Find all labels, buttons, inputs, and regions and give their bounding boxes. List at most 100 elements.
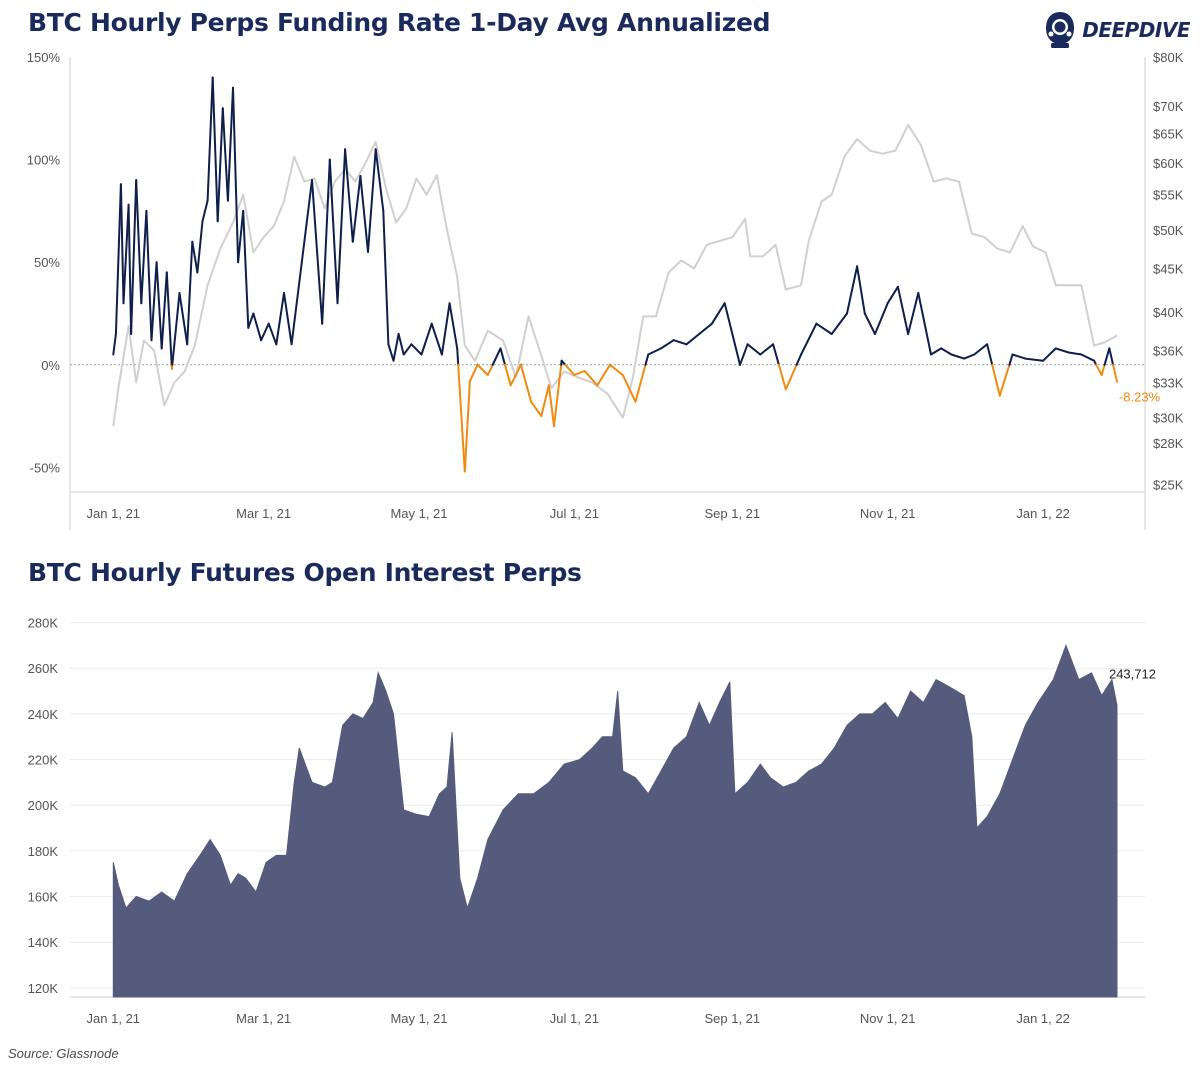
funding-rate-segment	[486, 363, 494, 376]
y-right-tick-label: $50K	[1153, 223, 1184, 238]
funding-rate-segment	[874, 302, 889, 335]
funding-rate-segment	[448, 302, 459, 350]
funding-rate-segment	[206, 76, 214, 202]
funding-rate-segment	[1024, 357, 1045, 362]
funding-rate-segment	[1011, 353, 1027, 360]
open-interest-area	[112, 643, 1118, 998]
funding-rate-segment	[685, 333, 701, 346]
funding-rate-segment	[830, 312, 848, 335]
x-tick-label: Jul 1, 21	[550, 506, 599, 521]
funding-rate-segment	[463, 380, 471, 473]
y-right-tick-label: $33K	[1153, 376, 1184, 391]
funding-rate-segment	[815, 322, 833, 335]
y-right-tick-label: $30K	[1153, 411, 1184, 426]
funding-rate-segment	[863, 312, 876, 335]
open-interest-chart: 120K 140K 160K 180K 200K 220K 240K 260K 280K Jan …	[28, 616, 1156, 1026]
funding-rate-segment	[784, 363, 798, 391]
diver-helmet-icon	[1046, 12, 1075, 48]
funding-rate-segment	[795, 353, 803, 366]
chart-title-open-interest: BTC Hourly Futures Open Interest Perps	[28, 558, 582, 587]
source-note: Source: Glassnode	[8, 1046, 119, 1061]
funding-rate-segment	[509, 363, 522, 387]
funding-rate-segment	[772, 343, 780, 366]
funding-rate-segment	[1108, 347, 1115, 366]
y-right-tick-label: $45K	[1153, 262, 1184, 277]
funding-rate-segment	[547, 384, 555, 428]
funding-rate-segment	[283, 292, 293, 346]
y-right-tick-label: $36K	[1153, 344, 1184, 359]
y-right-tick-label: $28K	[1153, 436, 1184, 451]
funding-rate-segment	[973, 343, 989, 356]
funding-rate-segment	[491, 347, 502, 366]
funding-rate-segment	[1095, 363, 1103, 376]
funding-rate-segment	[402, 343, 413, 356]
funding-rate-segment	[1042, 347, 1057, 362]
x-tick-label: Mar 1, 21	[236, 506, 291, 521]
funding-rate-segment	[221, 107, 229, 202]
funding-rate-segment	[226, 86, 234, 202]
oi-y-tick-label: 180K	[28, 844, 59, 859]
funding-rate-segment	[457, 363, 466, 473]
funding-rate-segment	[759, 343, 775, 356]
y-right-tick-label: $25K	[1153, 478, 1184, 493]
funding-rate-segment	[698, 322, 713, 335]
funding-rate-segment	[986, 343, 994, 366]
funding-rate-segment	[739, 343, 749, 366]
y-right-tick-label: $40K	[1153, 305, 1184, 320]
funding-rate-segment	[114, 183, 122, 335]
funding-rate-segment	[328, 158, 339, 305]
chart-title-funding: BTC Hourly Perps Funding Rate 1-Day Avg …	[28, 8, 771, 37]
funding-rate-segment	[242, 209, 250, 329]
funding-rate-segment	[1054, 347, 1070, 354]
oi-x-tick-label: May 1, 21	[390, 1011, 447, 1026]
funding-rate-segment	[344, 148, 354, 243]
oi-y-tick-label: 220K	[28, 753, 59, 768]
funding-rate-segment	[351, 175, 362, 243]
logo-text: DEEPDIVE	[1082, 18, 1190, 42]
funding-rate-segment	[886, 285, 899, 305]
funding-rate-segment	[178, 292, 189, 346]
x-tick-label: Jan 1, 21	[87, 506, 141, 521]
funding-rate-segment	[456, 347, 460, 366]
funding-rate-segment	[247, 312, 255, 329]
funding-rate-segment	[800, 322, 818, 356]
y-left-tick-label: 50%	[34, 255, 60, 270]
funding-rate-segment	[186, 240, 194, 346]
funding-rate-segment	[596, 363, 611, 387]
oi-x-tick-label: Jan 1, 22	[1016, 1011, 1070, 1026]
funding-rate-segment	[440, 302, 451, 356]
funding-end-label: -8.23%	[1119, 390, 1161, 405]
x-tick-label: Sep 1, 21	[704, 506, 760, 521]
funding-rate-segment	[145, 209, 153, 342]
funding-rate-segment	[621, 374, 637, 403]
funding-rate-segment	[311, 179, 324, 325]
funding-rate-segment	[476, 363, 489, 376]
funding-rate-segment	[846, 265, 859, 315]
funding-rate-segment	[410, 343, 423, 356]
funding-rate-segment	[777, 363, 787, 391]
funding-rate-segment	[583, 369, 599, 387]
funding-rate-segment	[336, 148, 347, 305]
oi-x-tick-label: Jul 1, 21	[550, 1011, 599, 1026]
funding-rate-segment	[260, 322, 270, 342]
funding-rate-segment	[300, 179, 313, 264]
funding-rate-segment	[672, 339, 688, 346]
funding-rate-segment	[127, 203, 133, 335]
funding-rate-segment	[275, 292, 285, 346]
funding-rate-segment	[634, 363, 647, 403]
funding-rate-segment	[155, 261, 163, 350]
funding-rate-segment	[710, 302, 726, 325]
funding-rate-segment	[1080, 353, 1096, 362]
funding-rate-segment	[519, 363, 533, 403]
funding-rate-segment	[374, 148, 385, 212]
funding-rate-segment	[267, 322, 278, 346]
funding-rate-segment	[499, 347, 506, 366]
funding-rate-segment	[430, 322, 443, 356]
funding-rate-segment	[504, 363, 512, 387]
funding-rate-segment	[530, 400, 543, 418]
oi-x-tick-label: Jan 1, 21	[87, 1011, 141, 1026]
funding-rate-segment	[1008, 353, 1014, 366]
funding-rate-segment	[540, 384, 550, 418]
funding-rate-segment	[119, 183, 125, 305]
oi-y-tick-label: 280K	[28, 616, 59, 631]
